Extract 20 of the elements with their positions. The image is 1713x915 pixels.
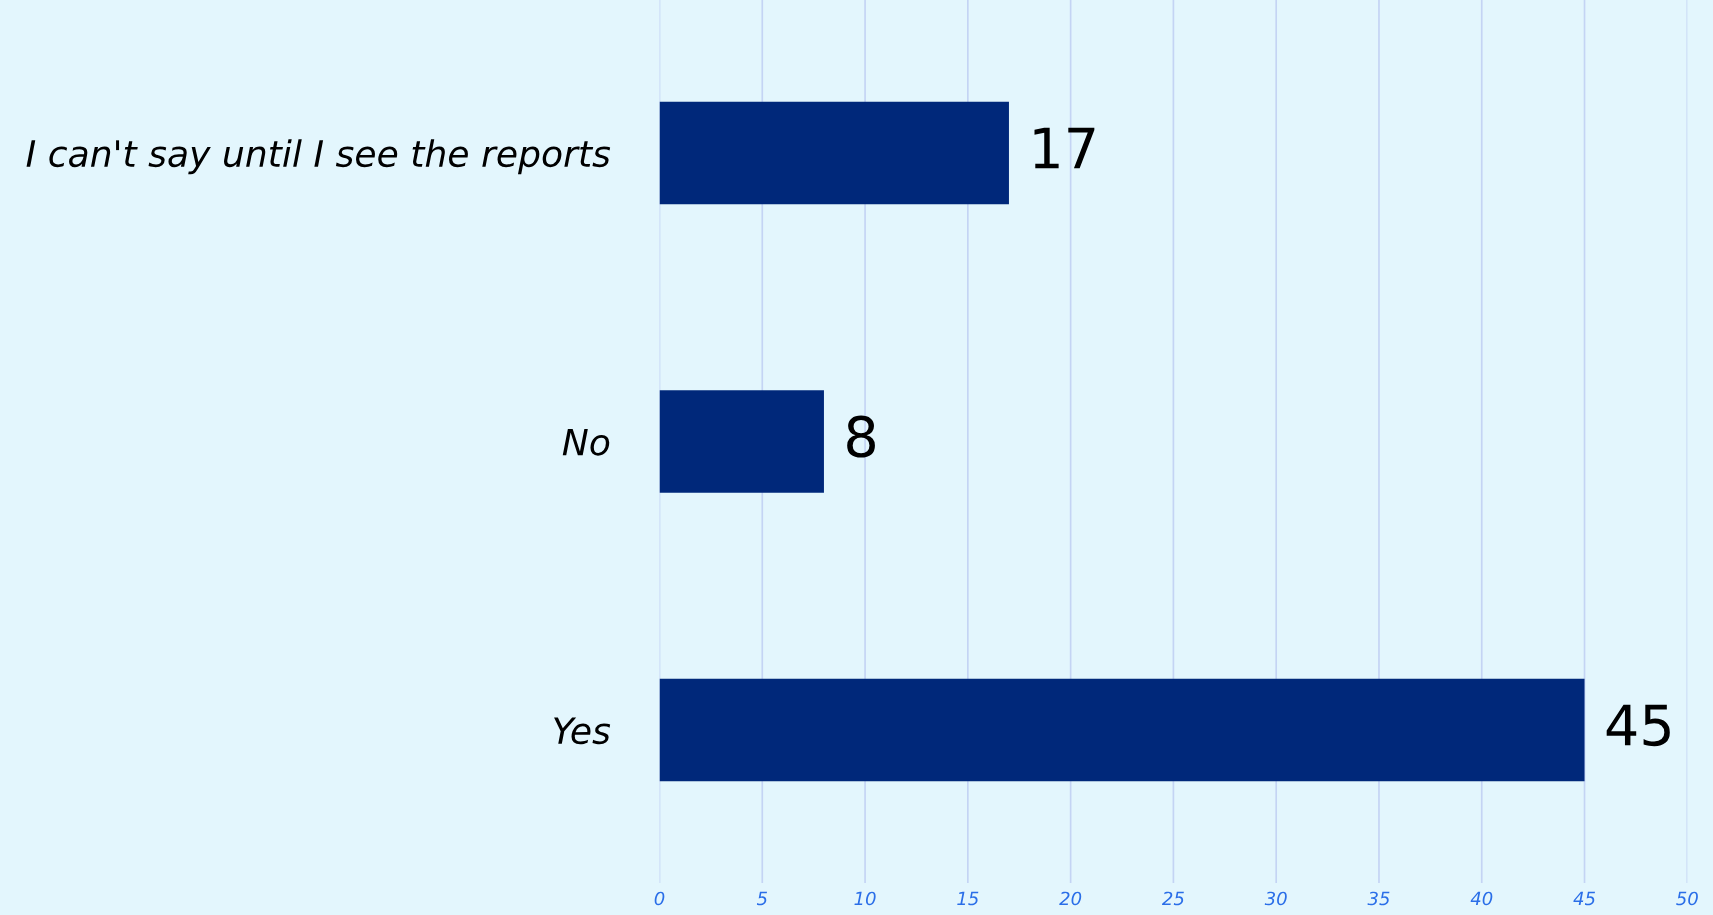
y-tick-label: Yes: [554, 717, 611, 745]
bar: [659, 101, 1009, 205]
x-tick-label: 10: [854, 891, 876, 906]
data-label: 8: [847, 415, 875, 458]
data-label: 45: [1606, 704, 1670, 747]
x-tick-label: 50: [1676, 891, 1698, 906]
bar: [659, 390, 824, 493]
y-tick-label: No: [562, 428, 610, 456]
x-tick-label: 30: [1264, 891, 1287, 906]
x-tick-label: 20: [1059, 891, 1082, 906]
bar: [659, 678, 1585, 782]
y-tick-label: I can't say until I see the reports: [26, 139, 611, 175]
x-tick-label: 25: [1161, 891, 1184, 906]
x-tick-label: 40: [1470, 891, 1493, 906]
x-tick-label: 35: [1367, 891, 1390, 906]
x-tick-label: 5: [756, 891, 768, 906]
x-tick-label: 45: [1573, 891, 1596, 906]
x-tick-label: 0: [654, 891, 665, 906]
data-label: 17: [1034, 127, 1095, 169]
x-tick-label: 15: [957, 891, 979, 906]
